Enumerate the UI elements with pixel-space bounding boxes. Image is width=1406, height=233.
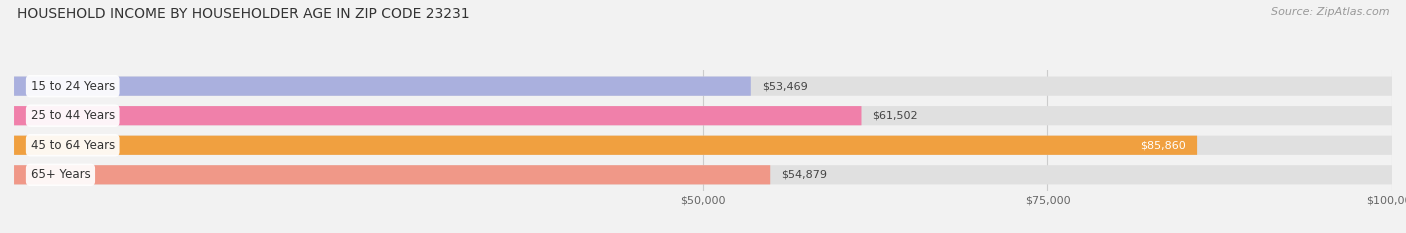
FancyBboxPatch shape (14, 136, 1392, 155)
Text: 65+ Years: 65+ Years (31, 168, 90, 181)
Text: $53,469: $53,469 (762, 81, 807, 91)
FancyBboxPatch shape (14, 165, 1392, 184)
Text: 25 to 44 Years: 25 to 44 Years (31, 109, 115, 122)
FancyBboxPatch shape (14, 77, 751, 96)
Text: 15 to 24 Years: 15 to 24 Years (31, 80, 115, 93)
Text: $85,860: $85,860 (1140, 140, 1187, 150)
FancyBboxPatch shape (14, 136, 1197, 155)
Text: $61,502: $61,502 (873, 111, 918, 121)
Text: $54,879: $54,879 (782, 170, 827, 180)
FancyBboxPatch shape (14, 165, 770, 184)
FancyBboxPatch shape (14, 77, 1392, 96)
Text: Source: ZipAtlas.com: Source: ZipAtlas.com (1271, 7, 1389, 17)
FancyBboxPatch shape (14, 106, 1392, 125)
FancyBboxPatch shape (14, 106, 862, 125)
Text: HOUSEHOLD INCOME BY HOUSEHOLDER AGE IN ZIP CODE 23231: HOUSEHOLD INCOME BY HOUSEHOLDER AGE IN Z… (17, 7, 470, 21)
Text: 45 to 64 Years: 45 to 64 Years (31, 139, 115, 152)
